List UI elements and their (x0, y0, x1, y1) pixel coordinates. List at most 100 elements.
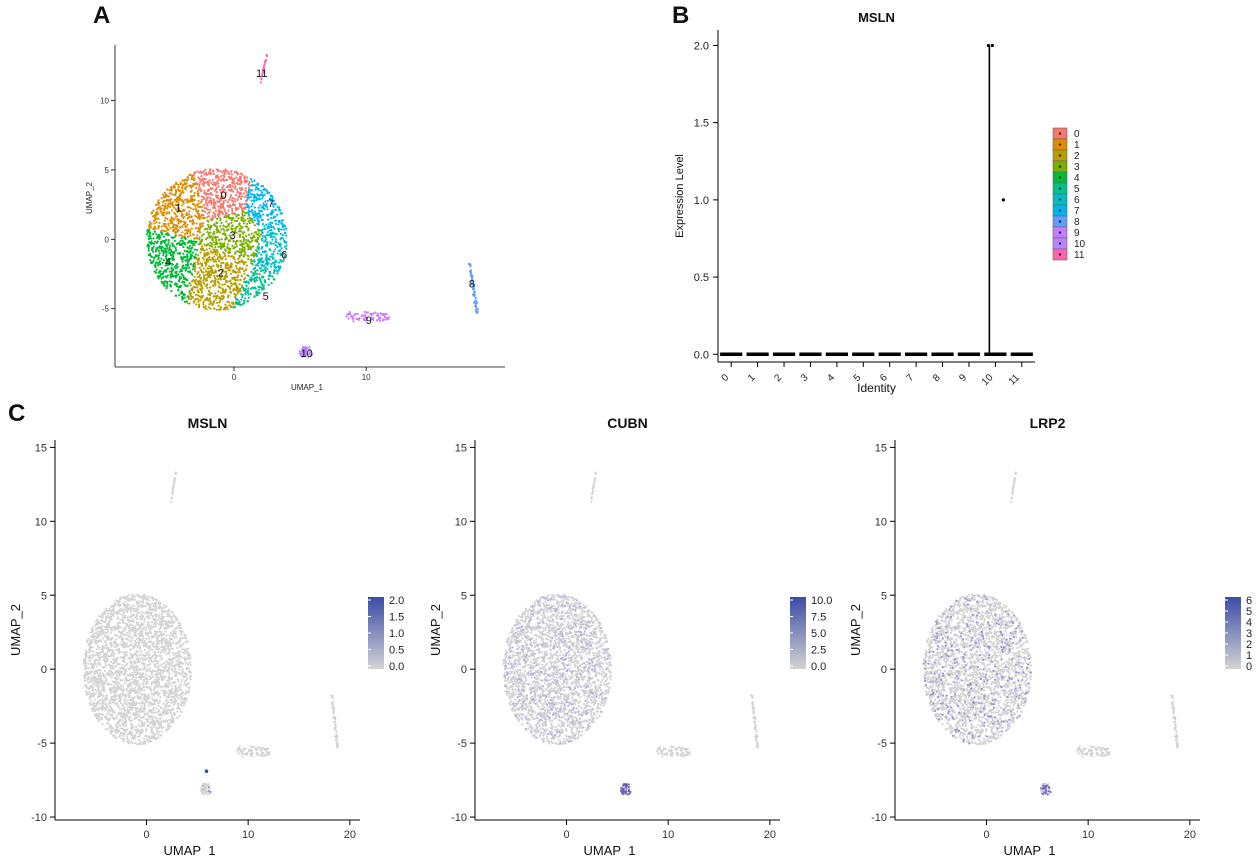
cell-point (116, 728, 119, 731)
cell-point (135, 668, 138, 672)
cell-point (246, 203, 249, 206)
cell-point (204, 269, 208, 273)
cell-point (202, 196, 205, 199)
cell-point (257, 219, 260, 222)
cell-point (95, 690, 98, 693)
cell-point (122, 728, 126, 732)
cell-point (161, 642, 164, 646)
cell-point (242, 238, 246, 241)
cell-point (202, 180, 205, 183)
cell-point (233, 204, 237, 207)
cell-point (257, 232, 260, 235)
cell-point (134, 741, 137, 744)
cell-point (160, 257, 163, 260)
cell-point (175, 654, 178, 657)
cell-point (154, 203, 157, 206)
cell-point (170, 262, 174, 266)
cell-point (241, 232, 245, 235)
cell-point (157, 256, 160, 259)
cell-point (226, 205, 229, 208)
cell-point (157, 203, 160, 206)
cell-point (173, 266, 176, 269)
cell-point (163, 204, 166, 207)
cell-point (157, 619, 160, 622)
cell-point (265, 223, 268, 226)
cell-point (147, 717, 150, 720)
cell-point (164, 664, 167, 667)
cell-point (469, 272, 472, 275)
cell-point (201, 209, 204, 212)
cell-point (178, 218, 181, 221)
cell-point (215, 188, 218, 191)
cell-point (137, 595, 140, 598)
cell-point (220, 295, 224, 298)
cell-point (91, 663, 94, 666)
cell-point (200, 225, 203, 228)
cell-point (148, 605, 151, 608)
cell-point (125, 678, 128, 681)
cell-point (215, 297, 218, 300)
cell-point (200, 270, 203, 273)
cell-point (181, 242, 184, 246)
cell-point (205, 284, 208, 287)
cell-point (148, 675, 151, 678)
cell-point (275, 241, 278, 244)
cell-point (247, 233, 250, 236)
cell-point (160, 197, 163, 200)
cell-point (147, 237, 150, 241)
cell-point (98, 663, 101, 666)
cell-point (364, 319, 367, 322)
cell-point (248, 245, 251, 248)
cell-point (473, 290, 476, 294)
cell-point (180, 219, 183, 223)
cell-point (195, 186, 198, 190)
cell-point (234, 200, 237, 203)
cell-point (227, 188, 231, 191)
cell-point (272, 199, 275, 203)
cell-point (128, 689, 131, 692)
cell-point (231, 207, 234, 210)
cell-point (129, 657, 132, 660)
cell-point (184, 696, 187, 700)
cell-point (175, 627, 178, 630)
cell-point (150, 211, 154, 214)
cell-point (200, 195, 203, 198)
cell-point (200, 234, 204, 237)
cell-point (200, 296, 204, 299)
cell-point (214, 258, 217, 261)
cell-point (274, 266, 277, 270)
cell-point (252, 234, 255, 237)
cell-point (216, 242, 219, 245)
cell-point (116, 684, 119, 687)
cell-point (219, 241, 222, 245)
cell-point (241, 217, 244, 220)
cell-point (245, 190, 248, 193)
cell-point (144, 734, 147, 737)
cell-point (165, 638, 168, 641)
cell-point (229, 185, 232, 188)
cell-point (239, 182, 242, 185)
cell-point (155, 268, 158, 271)
cell-point (256, 183, 260, 187)
cell-point (251, 278, 254, 281)
cell-point (148, 637, 151, 641)
cell-point (100, 688, 103, 692)
cell-point (199, 276, 202, 280)
cell-point (195, 222, 198, 225)
x-tick-label: 2 (772, 372, 784, 384)
cell-point (250, 276, 253, 279)
cell-point (214, 284, 217, 287)
cell-point (119, 733, 122, 736)
cell-point (231, 200, 235, 203)
cell-point (201, 256, 205, 260)
cell-point (129, 648, 132, 651)
cell-point (106, 705, 109, 708)
cell-point (277, 220, 281, 223)
cell-point (216, 180, 219, 183)
cell-point (207, 234, 210, 237)
cell-point (228, 217, 231, 220)
cell-point (256, 245, 259, 248)
cell-point (168, 246, 171, 249)
